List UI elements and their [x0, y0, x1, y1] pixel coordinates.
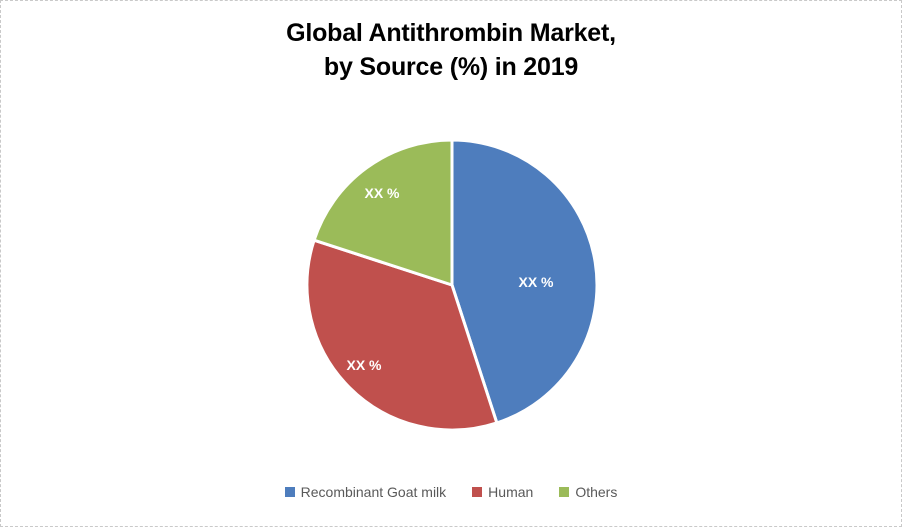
- pie-slice-others: [312, 138, 454, 287]
- legend-item-human: Human: [472, 484, 533, 500]
- pie-slice-human: [305, 238, 499, 432]
- chart-title: Global Antithrombin Market, by Source (%…: [1, 16, 901, 84]
- data-label-others: XX %: [364, 185, 400, 201]
- chart-title-line-1: Global Antithrombin Market,: [286, 19, 616, 47]
- legend-swatch-recombinant-goat-milk: [284, 487, 295, 497]
- chart-title-line-2: by Source (%) in 2019: [323, 53, 579, 81]
- legend-swatch-others: [559, 487, 570, 497]
- legend-label-recombinant-goat-milk: Recombinant Goat milk: [300, 484, 447, 500]
- legend-label-human: Human: [488, 484, 534, 500]
- legend-item-recombinant-goat-milk: Recombinant Goat milk: [284, 484, 447, 500]
- data-label-human: XX %: [346, 357, 382, 373]
- data-label-recombinant-goat-milk: XX %: [518, 274, 554, 290]
- legend-swatch-human: [472, 487, 483, 497]
- pie-slice-recombinant-goat-milk: [450, 138, 599, 425]
- legend-label-others: Others: [575, 484, 618, 500]
- legend: Recombinant Goat milk Human Others: [1, 484, 901, 500]
- legend-item-others: Others: [559, 484, 617, 500]
